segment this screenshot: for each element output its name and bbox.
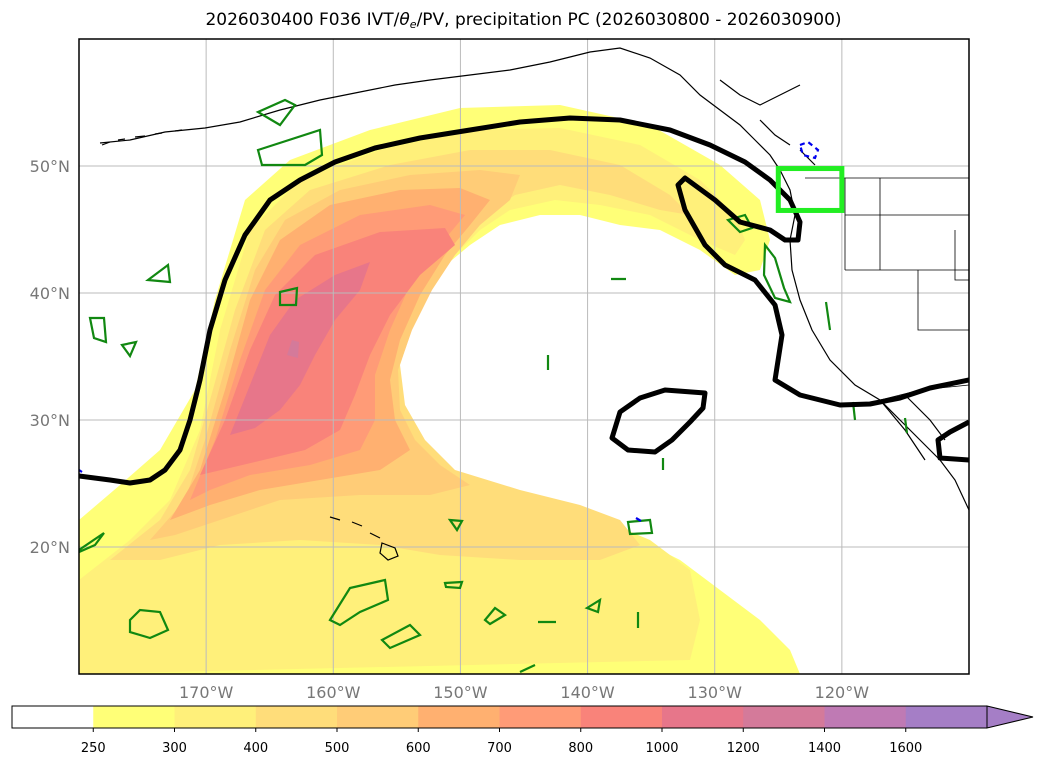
title-theta-sub: e [409, 18, 417, 31]
colorbar-swatch [499, 706, 582, 728]
latitude-labels: 50°N 40°N 30°N 20°N [30, 157, 70, 557]
colorbar-swatch [93, 706, 175, 728]
green-contour [79, 532, 105, 554]
title-suffix: /PV, precipitation PC (2026030800 - 2026… [416, 10, 842, 30]
colorbar-tick-label: 600 [406, 741, 431, 756]
green-contour [88, 316, 108, 344]
colorbar-tick-label: 1600 [889, 741, 922, 756]
green-contour [380, 623, 422, 650]
lon-tick-label: 120°W [815, 683, 870, 702]
coastlines [99, 47, 969, 561]
green-contour [278, 286, 299, 307]
lat-tick-label: 20°N [30, 538, 70, 557]
colorbar-swatch [418, 706, 500, 728]
colorbar-tick-label: 300 [162, 741, 187, 756]
colorbar-tick-label: 1400 [808, 741, 841, 756]
green-contour [128, 608, 170, 640]
colorbar-tick-label: 1000 [645, 741, 678, 756]
green-contour [519, 664, 536, 673]
green-contour [483, 606, 508, 626]
title-prefix: 2026030400 F036 IVT/ [205, 10, 400, 30]
hawaii-islands [329, 516, 399, 561]
green-contour [626, 518, 654, 536]
colorbar-swatch [743, 706, 825, 728]
colorbar-swatch [337, 706, 419, 728]
north-america-coast [779, 169, 969, 511]
blue-dashed-contour [798, 140, 820, 160]
alaska-coast [99, 47, 781, 171]
lon-tick-label: 150°W [433, 683, 488, 702]
green-contour [328, 578, 390, 627]
green-contour [762, 241, 792, 304]
highlight-box [775, 166, 845, 213]
colorbar: 250 300 400 500 600 700 800 1000 1200 1400 1600 [11, 705, 1034, 756]
lon-tick-label: 160°W [306, 683, 361, 702]
lat-tick-label: 50°N [30, 157, 70, 176]
lon-tick-label: 170°W [179, 683, 234, 702]
state-borders [844, 178, 969, 331]
aleutian-islands [101, 129, 183, 146]
map-frame [78, 38, 970, 675]
colorbar-swatch [905, 706, 988, 728]
longitude-labels: 170°W 160°W 150°W 140°W 130°W 120°W [179, 683, 869, 702]
lat-tick-label: 40°N [30, 284, 70, 303]
colorbar-swatch [662, 706, 744, 728]
lon-tick-label: 140°W [560, 683, 615, 702]
green-contour [725, 213, 754, 234]
title-theta: θ [399, 10, 410, 30]
colorbar-swatch [12, 706, 94, 728]
colorbar-tick-label: 400 [243, 741, 268, 756]
lon-tick-label: 130°W [688, 683, 743, 702]
colorbar-tick-label: 1200 [727, 741, 760, 756]
green-contour [255, 98, 297, 127]
colorbar-swatch [255, 706, 338, 728]
map-title: 2026030400 F036 IVT/θe/PV, precipitation… [0, 10, 1047, 31]
lat-tick-label: 30°N [30, 411, 70, 430]
green-contour [120, 340, 138, 359]
black-contour-main [79, 115, 969, 486]
colorbar-tick-label: 500 [325, 741, 350, 756]
green-contour [447, 518, 464, 533]
baja-coast [879, 394, 946, 461]
black-contours [79, 115, 969, 486]
colorbar-swatch [580, 706, 663, 728]
colorbar-swatch [174, 706, 257, 728]
colorbar-extend-arrow [986, 705, 1034, 729]
green-contours [79, 98, 909, 673]
green-contour [546, 277, 665, 628]
ivt-1000-region [230, 262, 370, 435]
canada-coast-detail [719, 79, 816, 166]
green-contour [145, 262, 172, 284]
green-contour [584, 597, 602, 614]
green-contour [443, 580, 464, 590]
ivt-shading [79, 105, 800, 674]
colorbar-tick-label: 250 [81, 741, 106, 756]
colorbar-swatch [824, 706, 907, 728]
colorbar-tick-label: 800 [568, 741, 593, 756]
black-contour-south [935, 419, 969, 463]
ivt-1200-region [287, 340, 299, 358]
black-contour-low [609, 387, 708, 455]
colorbar-tick-label: 700 [487, 741, 512, 756]
green-contour [256, 128, 324, 167]
